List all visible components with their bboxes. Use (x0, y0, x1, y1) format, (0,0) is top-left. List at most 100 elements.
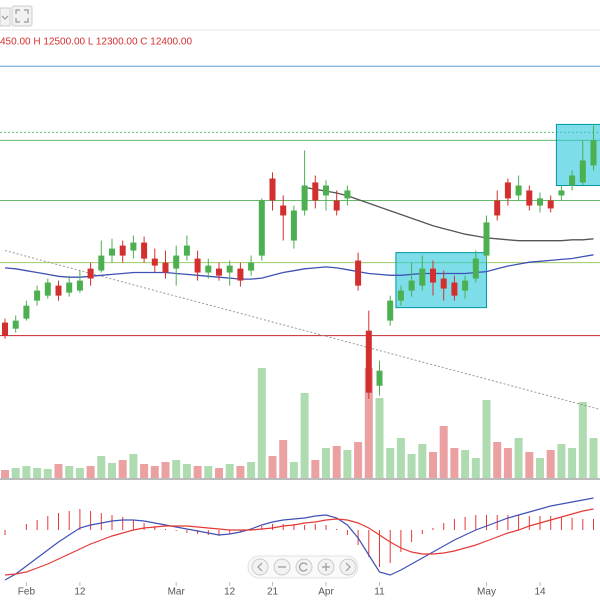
volume-bar (140, 464, 149, 478)
volume-bar (546, 450, 555, 478)
scroll-left-button[interactable] (251, 558, 269, 576)
volume-bar (471, 458, 480, 478)
candle-body (547, 200, 554, 209)
volume-bar (193, 466, 202, 478)
volume-bar (97, 456, 106, 478)
candle-body (569, 175, 576, 186)
candle-body (451, 282, 458, 296)
candle-body (526, 190, 533, 206)
volume-bar (311, 460, 320, 478)
trendline (4, 250, 600, 410)
candle-body (237, 268, 244, 281)
candle-body (34, 290, 41, 301)
fullscreen-icon (15, 9, 29, 23)
candle-body (515, 185, 522, 196)
candle-body (87, 268, 94, 279)
candle-body (387, 300, 394, 321)
volume-bar (204, 466, 213, 478)
candle-body (269, 178, 276, 201)
volume-bar (439, 426, 448, 478)
candle-body (397, 290, 404, 301)
candle-body (323, 185, 329, 196)
candle-body (355, 260, 362, 286)
candle-body (194, 258, 201, 273)
candle-body (141, 242, 148, 259)
candle-body (119, 245, 126, 256)
candle-body (66, 282, 73, 293)
right-icon (345, 562, 351, 572)
candle-body (55, 285, 62, 296)
plus-icon (322, 563, 330, 571)
volume-bar (514, 438, 523, 478)
volume-bar (182, 464, 191, 478)
dropdown-button[interactable] (0, 7, 11, 27)
candle-body (2, 322, 8, 336)
candle-body (365, 330, 372, 393)
candle-body (76, 280, 83, 291)
candle-body (290, 210, 297, 241)
x-tick-label: Apr (318, 587, 334, 598)
candle-body (430, 268, 436, 283)
volume-bar (33, 468, 42, 478)
macd-line (4, 497, 594, 581)
candle-body (109, 248, 115, 256)
candle-body (558, 190, 565, 196)
candle-body (419, 268, 426, 286)
price-pane (0, 65, 600, 478)
volume-bar (450, 448, 459, 478)
volume-bar (525, 452, 534, 478)
candle-body (173, 255, 180, 269)
volume-bar (407, 454, 416, 478)
candle-body (280, 205, 287, 216)
candle-body (162, 262, 169, 273)
candle-body (504, 182, 511, 199)
volume-bar (236, 466, 245, 478)
volume-bar (503, 448, 512, 478)
volume-bar (343, 450, 352, 478)
candle-body (248, 262, 255, 271)
volume-bar (418, 444, 427, 478)
candle-body (590, 140, 597, 166)
volume-bar (161, 462, 170, 478)
candle-body (312, 182, 319, 201)
macd-pane (4, 497, 594, 581)
candle-body (151, 258, 158, 266)
candle-body (226, 265, 233, 273)
candle-body (472, 258, 479, 279)
reset-button[interactable] (295, 558, 313, 576)
x-tick-label: 12 (74, 587, 86, 598)
x-tick-label: 11 (374, 587, 385, 598)
dropdown-icon (1, 15, 9, 20)
x-tick-label: Mar (168, 587, 186, 598)
candle-body (344, 190, 351, 199)
volume-bar (215, 468, 223, 478)
candle-body (408, 280, 415, 291)
macd-line (4, 508, 594, 576)
x-tick-label: 12 (224, 587, 236, 598)
volume-bar (1, 470, 9, 478)
volume-bar (22, 466, 31, 478)
volume-bar (75, 468, 84, 478)
volume-bar (247, 462, 256, 478)
left-icon (257, 562, 263, 572)
scroll-right-button[interactable] (339, 558, 357, 576)
reset-icon (299, 562, 308, 572)
candle-body (333, 200, 340, 211)
volume-bar (364, 368, 373, 478)
candle-body (494, 200, 501, 216)
volume-bar (225, 464, 234, 478)
volume-bar (589, 438, 598, 478)
volume-bar (300, 393, 309, 478)
volume-bar (354, 442, 363, 478)
volume-bar (118, 460, 127, 478)
candle-body (183, 245, 190, 256)
volume-bar (279, 440, 288, 478)
volume-bar (150, 466, 159, 478)
volume-bar (108, 463, 116, 478)
candle-body (301, 185, 308, 211)
volume-bar (43, 469, 52, 478)
fullscreen-button[interactable] (11, 5, 33, 27)
volume-bar (129, 454, 138, 478)
candle-body (98, 255, 105, 271)
